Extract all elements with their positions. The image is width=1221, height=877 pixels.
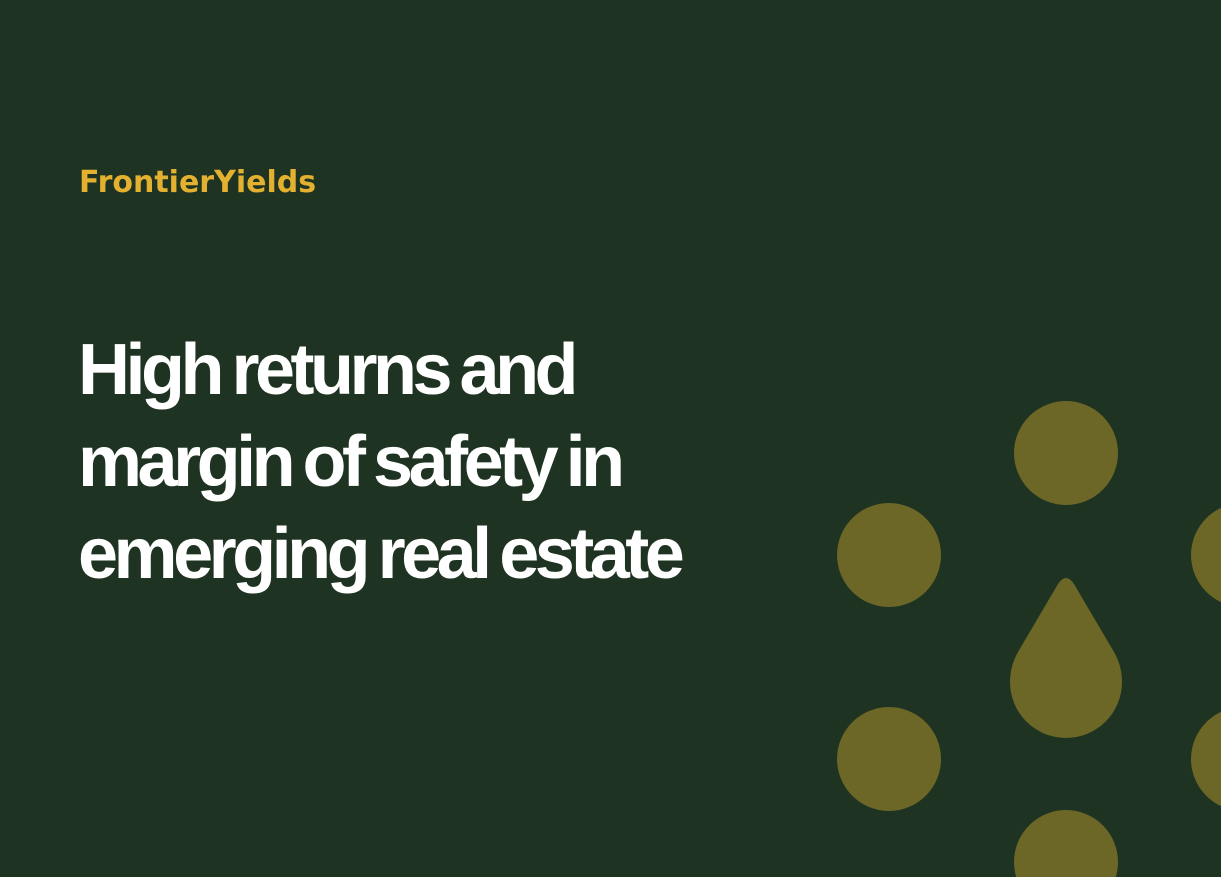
hero-headline: High returns and margin of safety in eme… (78, 324, 798, 600)
circle-icon (1014, 401, 1118, 505)
drop-icon (1010, 578, 1122, 738)
brand-logo-text: FrontierYields (79, 165, 317, 200)
circle-icon (837, 503, 941, 607)
headline-line-1: High returns and (78, 330, 579, 410)
headline-line-3: emerging real estate (78, 514, 685, 594)
circle-icon (1191, 507, 1221, 603)
circle-icon (1191, 711, 1221, 807)
circle-icon (1014, 810, 1118, 877)
circle-icon (837, 707, 941, 811)
headline-line-2: margin of safety in (78, 422, 625, 502)
